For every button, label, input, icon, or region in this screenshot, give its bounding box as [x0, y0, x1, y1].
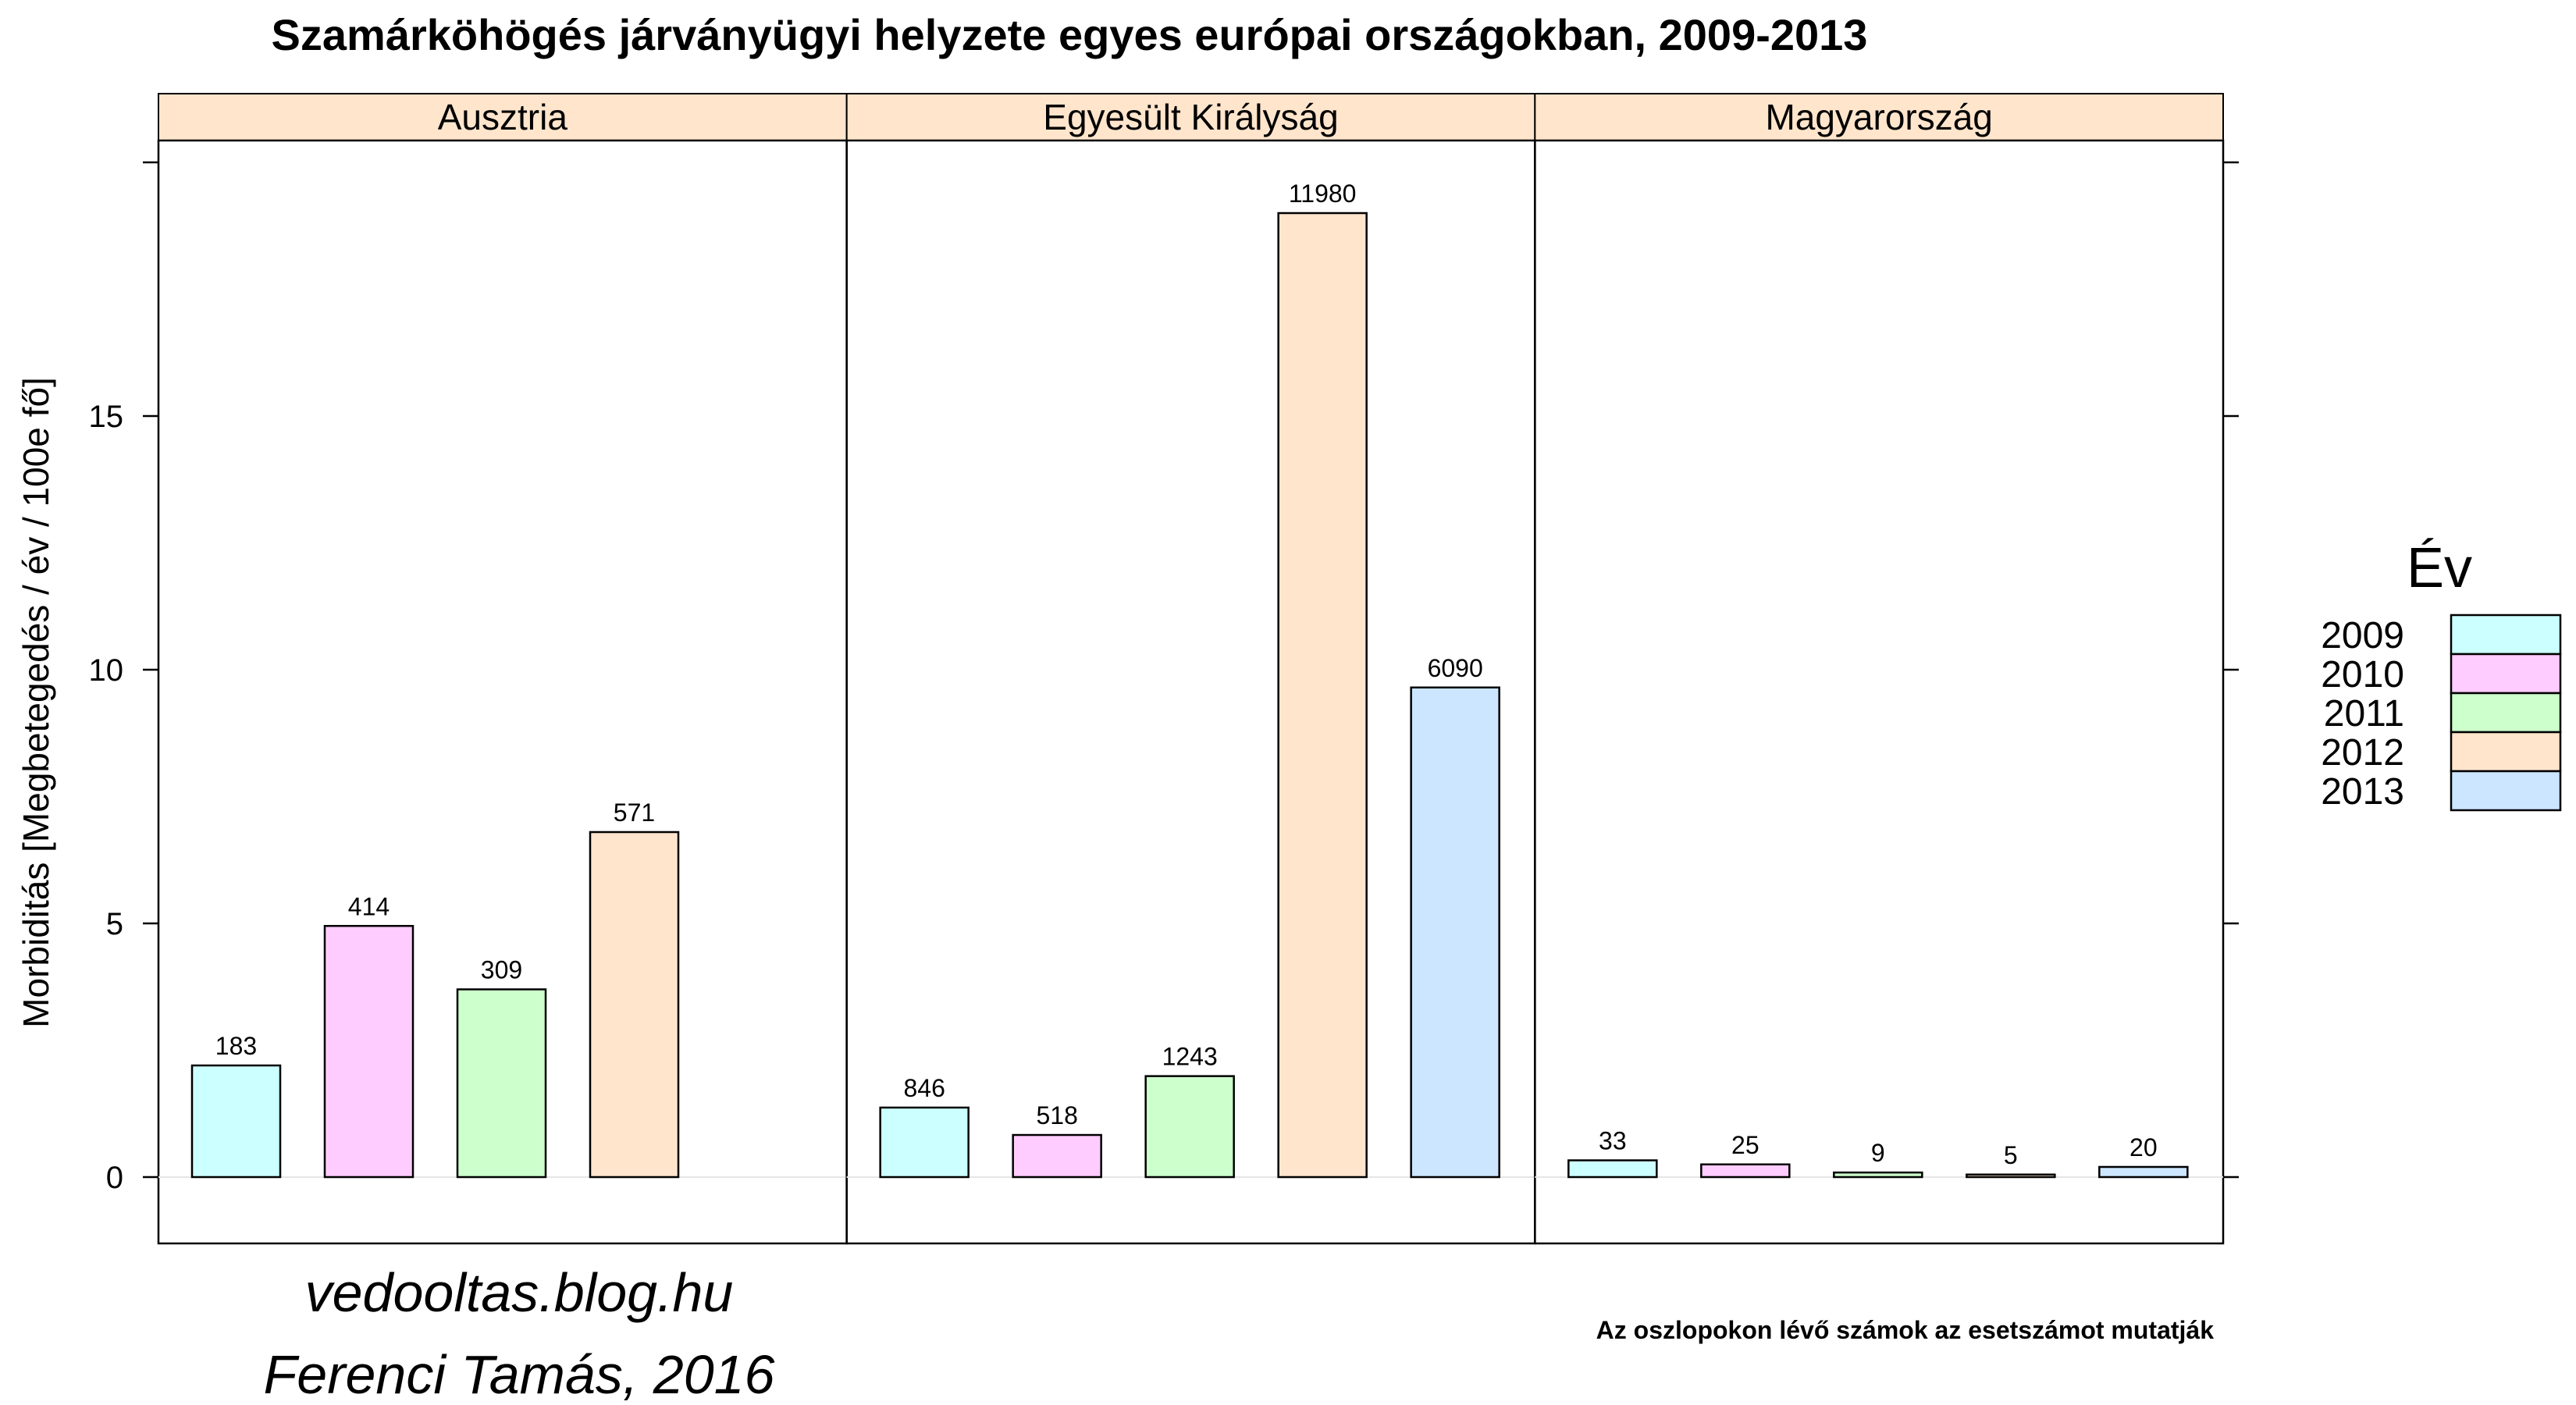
legend-label-2012: 2012 — [2321, 732, 2404, 774]
legend-key-2011 — [2450, 692, 2562, 734]
bar-label: 414 — [348, 892, 390, 920]
panel-strip — [158, 93, 848, 141]
bar-label: 6090 — [1428, 654, 1483, 682]
bar-2010 — [1700, 1163, 1791, 1179]
panel-strip-label: Egyesült Királyság — [1043, 97, 1338, 137]
legend-key-2009 — [2450, 614, 2562, 656]
panel-frame — [1534, 139, 2225, 1245]
bar-label: 571 — [614, 799, 655, 827]
legend-title: Év — [2407, 537, 2472, 599]
legend-key-2012 — [2450, 731, 2562, 773]
bar-2009 — [879, 1106, 970, 1179]
panel-1: Ausztria 183 414 309 571 — [157, 93, 848, 1245]
bar-label: 11980 — [1289, 180, 1357, 208]
bar-2013 — [1410, 686, 1500, 1179]
y-tick-label: 15 — [89, 400, 124, 434]
bar-label: 25 — [1731, 1131, 1759, 1159]
panels: Ausztria 183 414 309 571 Egyesült Királyság 84… — [157, 93, 2225, 1245]
y-axis: 0 5 10 15 — [89, 161, 2239, 1195]
chart-title: Szamárköhögés járványügyi helyzete egyes… — [272, 10, 1868, 59]
panel-strip-label: Ausztria — [438, 97, 568, 137]
bar-2011 — [1833, 1171, 1923, 1179]
panel-3: Magyarország 33 25 9 5 20 — [1534, 93, 2225, 1245]
bar-2010 — [1012, 1133, 1102, 1179]
bar-label: 33 — [1599, 1127, 1627, 1155]
bar-label: 5 — [2004, 1141, 2018, 1169]
bar-2012 — [589, 831, 680, 1179]
bar-label: 846 — [903, 1074, 945, 1102]
bar-2011 — [1144, 1075, 1235, 1179]
footnote: Az oszlopokon lévő számok az esetszámot … — [1596, 1316, 2215, 1344]
bar-label: 183 — [215, 1032, 257, 1060]
bar-2010 — [323, 925, 415, 1179]
y-tick-label: 5 — [106, 907, 123, 941]
bar-label: 309 — [481, 956, 522, 984]
y-tick-label: 0 — [106, 1161, 123, 1195]
panel-2: Egyesült Királyság 846 518 1243 11980 6090 — [845, 93, 1536, 1245]
legend-label-2009: 2009 — [2321, 615, 2404, 656]
legend-key-2010 — [2450, 653, 2562, 695]
author-caption: Ferenci Tamás, 2016 — [264, 1344, 775, 1405]
bar-2013 — [2098, 1165, 2189, 1179]
legend-key-2013 — [2450, 770, 2562, 812]
panel-strip-label: Magyarország — [1765, 97, 1992, 137]
blog-caption: vedooltas.blog.hu — [305, 1262, 734, 1323]
bar-2009 — [1567, 1159, 1658, 1179]
y-tick-label: 10 — [89, 653, 124, 688]
bar-label: 518 — [1036, 1101, 1077, 1129]
bar-2012 — [1966, 1173, 2056, 1179]
bar-label: 1243 — [1162, 1043, 1218, 1071]
legend-label-2010: 2010 — [2321, 654, 2404, 695]
bar-2011 — [456, 988, 547, 1179]
legend-label-2011: 2011 — [2324, 693, 2404, 735]
y-axis-label: Morbiditás [Megbetegedés / év / 100e fő] — [16, 377, 56, 1028]
bar-label: 9 — [1871, 1139, 1885, 1167]
bar-2009 — [190, 1064, 282, 1179]
legend-label-2013: 2013 — [2321, 771, 2404, 813]
bar-label: 20 — [2129, 1133, 2158, 1161]
bar-2012 — [1277, 212, 1368, 1179]
